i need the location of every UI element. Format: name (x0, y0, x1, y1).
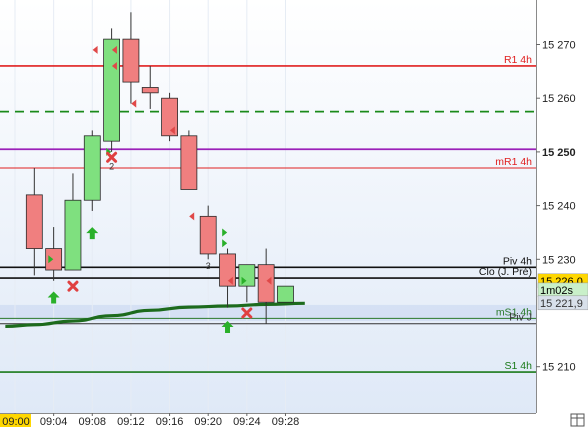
x-tick-label: 09:20 (194, 416, 222, 428)
candle-body-bullish (238, 264, 256, 287)
candle-body-bearish (122, 38, 140, 83)
sell-cross-icon (67, 280, 79, 292)
signal-triangle-left (266, 276, 272, 285)
y-tick-label: 15 230 (542, 254, 576, 266)
plot-background (0, 0, 536, 413)
price-tag (537, 295, 588, 311)
price-tag-text: 15 221,9 (540, 298, 583, 310)
candle-body-bearish (180, 135, 198, 190)
level-label: S1 4h (505, 360, 533, 372)
x-axis-background (0, 413, 588, 428)
level-label: mS1 4h (496, 306, 532, 318)
buy-arrow-icon (86, 227, 99, 240)
candle (64, 173, 82, 271)
signal-triangle-right (241, 276, 247, 285)
y-tick-label: 15 270 (542, 40, 576, 52)
level-label: Piv J (509, 312, 532, 324)
y-tick-label: 15 250 (542, 147, 576, 159)
x-tick-label: 09:04 (40, 416, 68, 428)
candle (103, 28, 120, 152)
candle-body-bearish (45, 248, 63, 271)
signal-triangle-left (189, 212, 195, 221)
candle-body-bullish (103, 38, 120, 142)
buy-arrow-icon (47, 291, 60, 304)
signal-triangle-left (111, 61, 117, 70)
x-tick-label: 09:12 (117, 416, 145, 428)
level-band (0, 304, 536, 322)
x-tick-label: 09:16 (156, 416, 184, 428)
candle-body-bearish (219, 253, 236, 287)
current-time-badge (0, 414, 31, 427)
price-tag-text: 1m02s (540, 285, 574, 297)
candle (199, 205, 217, 260)
signal-triangle-left (92, 45, 98, 54)
signal-number: 2 (109, 162, 114, 172)
signal-triangle-right (222, 239, 228, 248)
sell-cross-icon (241, 307, 253, 319)
candle (25, 168, 43, 276)
signal-triangle-right (48, 255, 54, 264)
grid-icon (570, 413, 585, 427)
candle (277, 285, 294, 303)
y-tick-label: 15 210 (542, 362, 576, 374)
candle-body-bearish (257, 264, 275, 303)
signal-number: 3 (206, 261, 211, 271)
x-tick-label: 09:28 (272, 416, 300, 428)
candle-body-bullish (83, 135, 101, 201)
candle (141, 65, 159, 109)
level-label: Clo (J. Pré) (479, 266, 532, 278)
x-tick-label: 09:24 (233, 416, 261, 428)
moving-average-line (5, 301, 305, 329)
signal-triangle-left (169, 126, 175, 135)
signal-triangle-right (222, 228, 228, 237)
signal-triangle-left (227, 276, 233, 285)
candle (257, 248, 275, 324)
candle-body-bearish (141, 87, 159, 94)
candle-body-bearish (25, 194, 43, 249)
y-tick-label: 15 260 (542, 93, 576, 105)
buy-arrow-icon (221, 321, 234, 334)
x-tick-label: 09:00 (2, 416, 30, 428)
signal-triangle-left (131, 99, 137, 108)
level-label: mR1 4h (495, 156, 532, 168)
candle-body-bullish (64, 199, 82, 271)
candle (161, 92, 178, 142)
level-label: Piv 4h (503, 255, 532, 267)
candle (122, 12, 140, 104)
candle (83, 130, 101, 211)
candle-body-bearish (199, 215, 217, 255)
y-axis-background (536, 0, 588, 428)
candle-body-bearish (161, 97, 178, 137)
signal-triangle-left (111, 45, 117, 54)
x-tick-label: 09:08 (79, 416, 107, 428)
y-tick-label: 15 240 (542, 201, 576, 213)
candle-body-bullish (277, 285, 294, 303)
candle (180, 130, 198, 190)
level-label: R1 4h (504, 54, 532, 66)
sell-cross-icon (106, 151, 118, 163)
candle (45, 227, 63, 281)
